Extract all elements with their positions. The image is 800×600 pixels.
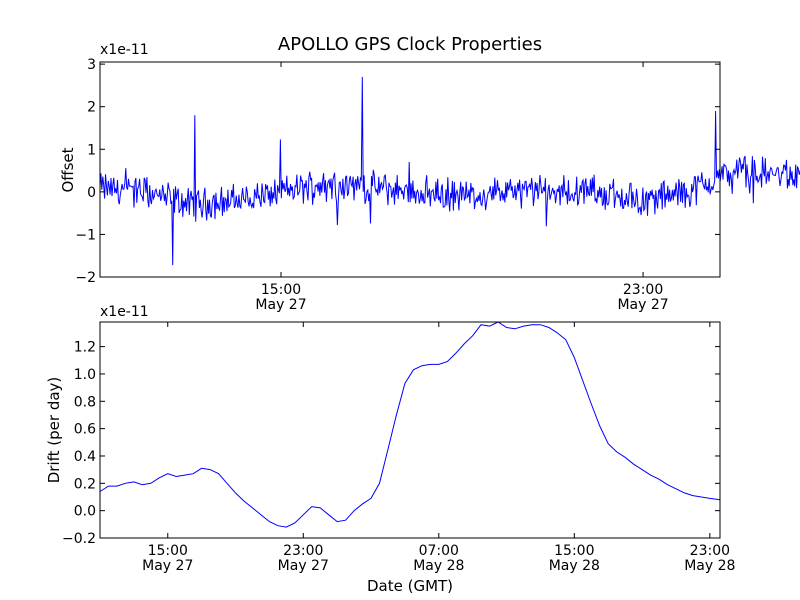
offset-xtick-date: May 27 <box>617 297 668 313</box>
drift-xtick-date: May 27 <box>142 558 193 574</box>
drift-y-axis-label: Drift (per day) <box>45 377 63 484</box>
drift-xtick-date: May 28 <box>549 558 600 574</box>
offset-ytick-label: 0 <box>87 185 96 201</box>
drift-series-line <box>99 321 721 528</box>
offset-xtick-time: 23:00 <box>623 282 663 298</box>
drift-xtick-date: May 27 <box>278 558 329 574</box>
drift-ytick-label: 0.8 <box>74 394 96 410</box>
drift-ytick-label: −0.2 <box>62 531 96 547</box>
drift-ytick-label: 1.0 <box>74 367 96 383</box>
drift-xtick-date: May 28 <box>413 558 464 574</box>
offset-ytick-label: 3 <box>87 57 96 73</box>
offset-xtick-time: 15:00 <box>261 282 301 298</box>
drift-xtick-time: 15:00 <box>554 543 594 559</box>
offset-y-axis-label: Offset <box>59 147 77 192</box>
drift-ytick-label: 0.0 <box>74 504 96 520</box>
chart-title: APOLLO GPS Clock Properties <box>278 34 542 55</box>
drift-ytick-label: 0.2 <box>74 476 96 492</box>
offset-ytick-label: −2 <box>75 270 96 286</box>
offset-xtick-date: May 27 <box>255 297 306 313</box>
offset-series-line <box>99 76 800 266</box>
offset-ytick-label: −1 <box>75 227 96 243</box>
drift-ytick-label: 0.4 <box>74 449 96 465</box>
offset-ytick-label: 1 <box>87 142 96 158</box>
drift-xtick-time: 07:00 <box>419 543 459 559</box>
top-scale-label: x1e-11 <box>100 42 149 58</box>
offset-ytick-label: 2 <box>87 100 96 116</box>
offset-plot-frame <box>99 61 721 278</box>
x-axis-label: Date (GMT) <box>367 577 453 595</box>
drift-xtick-time: 23:00 <box>283 543 323 559</box>
drift-ytick-label: 1.2 <box>74 340 96 356</box>
drift-xtick-time: 15:00 <box>148 543 188 559</box>
drift-plot-frame <box>99 321 721 539</box>
drift-xtick-date: May 28 <box>684 558 735 574</box>
drift-ytick-label: 0.6 <box>74 422 96 438</box>
bottom-scale-label: x1e-11 <box>100 304 149 320</box>
drift-xtick-time: 23:00 <box>690 543 730 559</box>
